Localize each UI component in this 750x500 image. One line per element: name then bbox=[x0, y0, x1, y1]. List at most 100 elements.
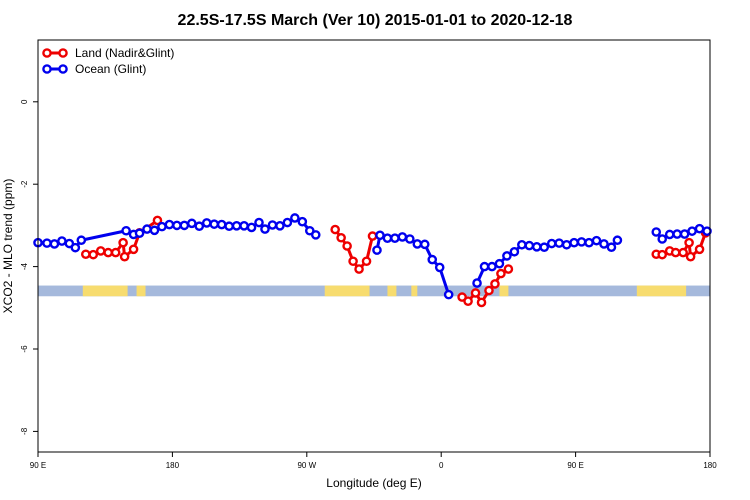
data-point bbox=[88, 249, 99, 260]
data-point bbox=[119, 251, 130, 262]
legend: Land (Nadir&Glint) Ocean (Glint) bbox=[42, 46, 174, 76]
data-point bbox=[561, 239, 572, 250]
data-point bbox=[134, 228, 145, 239]
data-point bbox=[612, 235, 623, 246]
data-point bbox=[201, 218, 212, 228]
data-point bbox=[531, 242, 542, 252]
legend-marker bbox=[58, 64, 68, 74]
data-point bbox=[330, 224, 340, 235]
x-axis: 90 E 180 90 W 0 90 E 180 bbox=[30, 452, 717, 470]
data-point bbox=[224, 221, 234, 232]
y-axis-label: XCO2 - MLO trend (ppm) bbox=[1, 179, 15, 314]
data-point bbox=[694, 223, 705, 234]
data-point bbox=[297, 216, 308, 227]
data-point bbox=[128, 244, 139, 255]
data-point bbox=[479, 261, 490, 272]
data-point bbox=[118, 237, 128, 248]
data-point bbox=[434, 262, 445, 273]
data-point bbox=[57, 236, 67, 246]
x-axis-label: Longitude (deg E) bbox=[326, 476, 421, 490]
data-point bbox=[576, 237, 587, 247]
data-point bbox=[239, 221, 249, 231]
data-point bbox=[684, 237, 694, 248]
land-ocean-bar bbox=[38, 285, 710, 297]
data-point bbox=[95, 246, 106, 256]
data-point bbox=[685, 251, 696, 262]
data-point bbox=[419, 239, 430, 250]
x-tick-label: 90 E bbox=[567, 461, 583, 470]
data-point bbox=[121, 225, 131, 236]
data-point bbox=[231, 221, 242, 231]
data-point bbox=[496, 268, 506, 279]
data-point bbox=[382, 233, 393, 243]
y-tick-label: -8 bbox=[20, 427, 29, 435]
data-point bbox=[463, 296, 473, 307]
data-point bbox=[539, 242, 550, 253]
data-point bbox=[179, 220, 190, 231]
data-point bbox=[282, 217, 293, 228]
legend-marker bbox=[58, 48, 68, 58]
data-point bbox=[702, 226, 712, 236]
data-point bbox=[679, 229, 690, 239]
data-point bbox=[694, 244, 705, 255]
data-point bbox=[678, 247, 688, 258]
data-point bbox=[149, 225, 160, 236]
data-point bbox=[502, 251, 512, 261]
y-tick-label: -6 bbox=[20, 345, 29, 353]
data-point bbox=[290, 213, 300, 223]
land-segment bbox=[82, 285, 128, 297]
data-point bbox=[476, 297, 487, 308]
data-point bbox=[443, 289, 454, 300]
data-point bbox=[397, 232, 408, 242]
data-point bbox=[172, 220, 182, 231]
data-point bbox=[517, 239, 527, 250]
data-point bbox=[336, 232, 346, 243]
data-point bbox=[405, 234, 415, 244]
data-point bbox=[664, 229, 675, 240]
y-tick-label: 0 bbox=[20, 99, 29, 104]
data-point bbox=[503, 264, 514, 274]
legend-marker bbox=[42, 64, 52, 74]
data-point bbox=[348, 256, 358, 267]
data-point bbox=[670, 247, 681, 258]
x-tick-label: 90 E bbox=[30, 461, 46, 470]
data-point bbox=[375, 230, 385, 241]
data-point bbox=[254, 217, 264, 228]
data-point bbox=[470, 288, 481, 298]
data-point bbox=[569, 237, 579, 248]
data-point bbox=[80, 249, 91, 260]
y-tick-label: -4 bbox=[20, 262, 29, 270]
data-point bbox=[484, 285, 494, 296]
data-point bbox=[275, 221, 285, 231]
data-point bbox=[427, 254, 438, 265]
data-point bbox=[103, 247, 113, 258]
data-point bbox=[554, 238, 564, 248]
data-point bbox=[194, 221, 205, 232]
x-tick-label: 0 bbox=[439, 461, 444, 470]
data-point bbox=[110, 247, 121, 258]
legend-label: Land (Nadir&Glint) bbox=[75, 46, 174, 60]
data-point bbox=[472, 278, 482, 288]
land-segment bbox=[324, 285, 370, 297]
data-point bbox=[70, 242, 81, 253]
data-point bbox=[651, 227, 662, 237]
data-point bbox=[599, 239, 609, 249]
data-point bbox=[494, 258, 505, 269]
data-point bbox=[412, 239, 423, 249]
data-point bbox=[216, 219, 227, 230]
land-segment bbox=[136, 285, 146, 297]
data-point bbox=[260, 224, 270, 234]
data-point bbox=[546, 238, 557, 249]
data-point bbox=[367, 231, 378, 241]
data-point bbox=[152, 215, 163, 226]
x-tick-label: 180 bbox=[703, 461, 717, 470]
land-segment bbox=[499, 285, 509, 297]
x-tick-label: 180 bbox=[166, 461, 180, 470]
data-point bbox=[390, 233, 400, 243]
data-point bbox=[361, 256, 372, 267]
data-point bbox=[524, 240, 535, 251]
data-point bbox=[76, 235, 87, 246]
legend-marker bbox=[42, 48, 52, 58]
data-point bbox=[591, 235, 602, 246]
x-tick-label: 90 W bbox=[297, 461, 316, 470]
